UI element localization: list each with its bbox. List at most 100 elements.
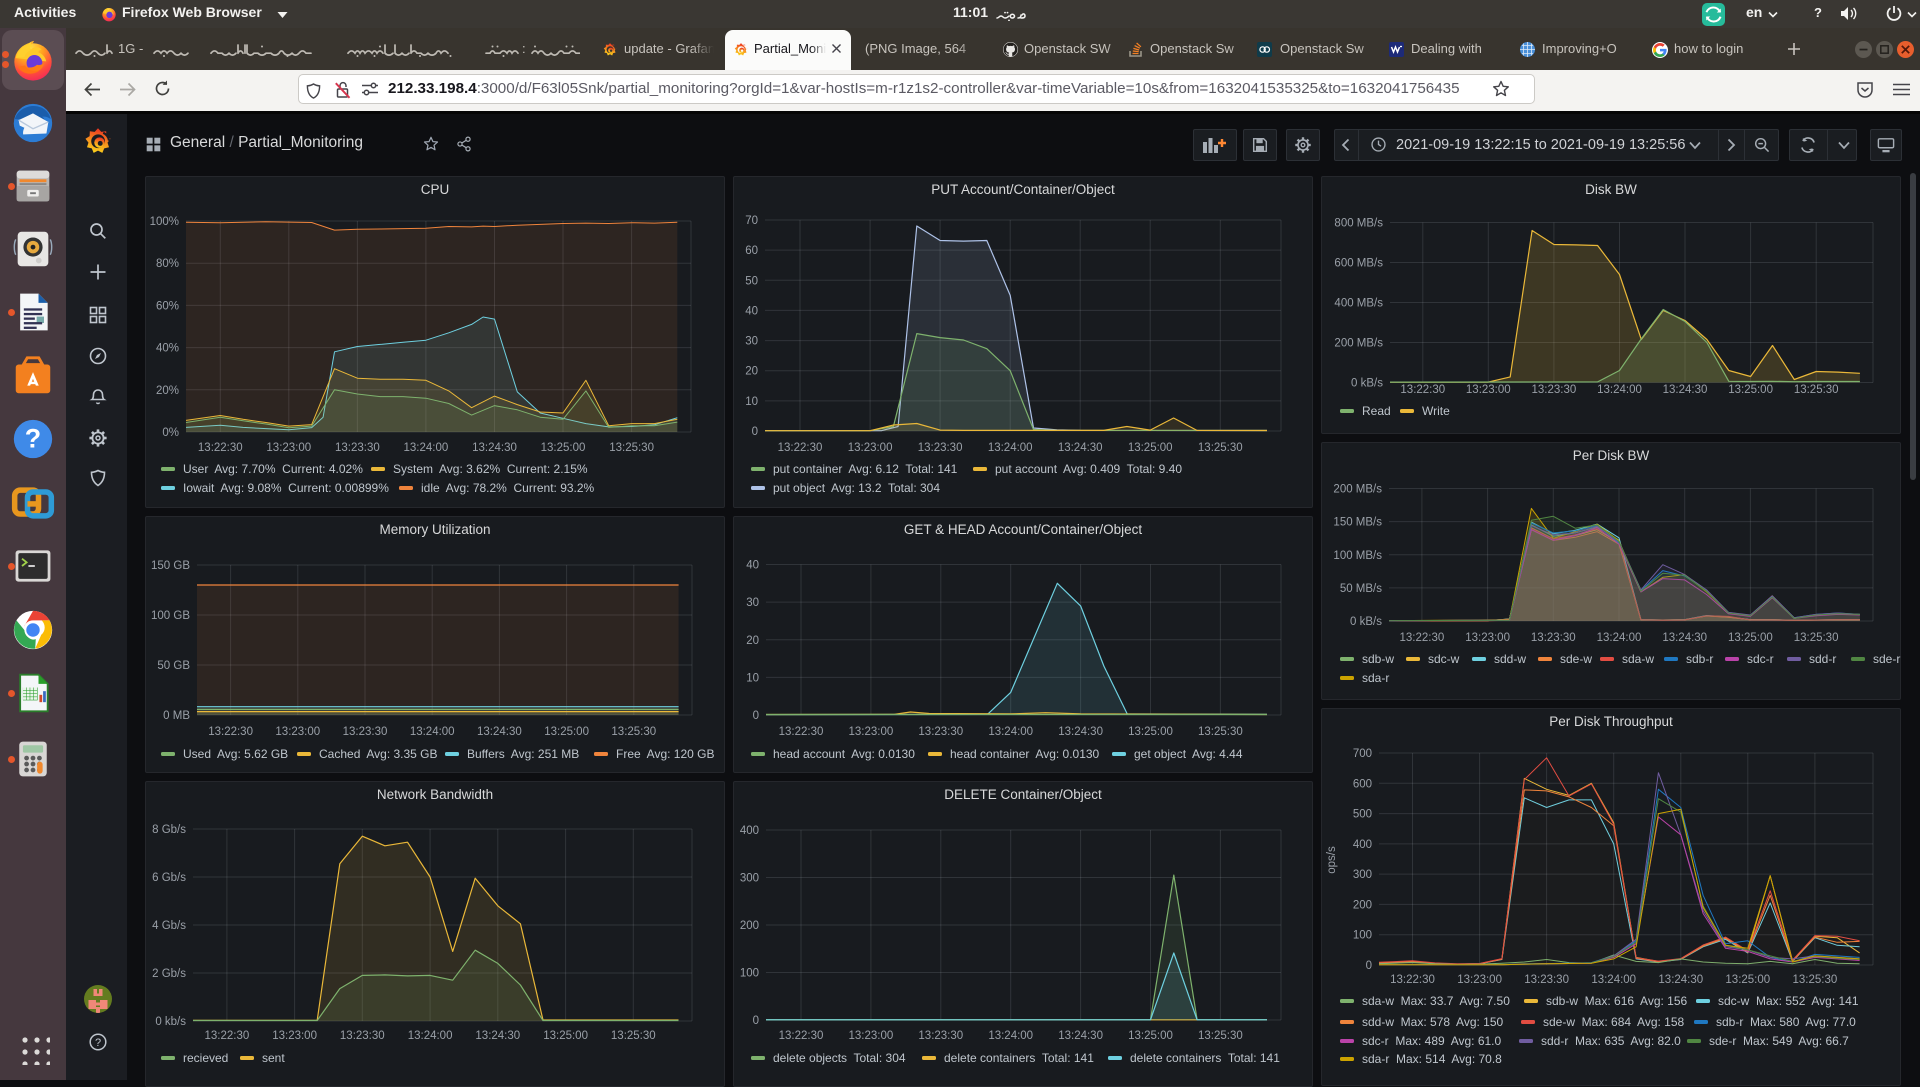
svg-text:400 MB/s: 400 MB/s (1334, 298, 1383, 310)
svg-text:13:24:00: 13:24:00 (988, 442, 1033, 454)
svg-text:0 kb/s: 0 kb/s (155, 1016, 186, 1028)
svg-text:0 MB: 0 MB (163, 710, 190, 722)
svg-text:13:25:30: 13:25:30 (1198, 726, 1243, 738)
svg-text:13:22:30: 13:22:30 (198, 442, 243, 454)
svg-text:13:25:00: 13:25:00 (541, 442, 586, 454)
svg-text:13:22:30: 13:22:30 (779, 1030, 824, 1042)
svg-text:600 MB/s: 600 MB/s (1334, 258, 1383, 270)
svg-text:13:25:00: 13:25:00 (1725, 974, 1770, 986)
svg-text:13:23:00: 13:23:00 (275, 726, 320, 738)
svg-text:40%: 40% (156, 343, 179, 355)
svg-text:200 MB/s: 200 MB/s (1333, 484, 1382, 496)
svg-text:50 MB/s: 50 MB/s (1340, 583, 1382, 595)
svg-text:13:22:30: 13:22:30 (208, 726, 253, 738)
svg-text:100: 100 (740, 968, 759, 980)
svg-text:13:23:30: 13:23:30 (918, 1030, 963, 1042)
svg-text:13:23:00: 13:23:00 (1457, 974, 1502, 986)
svg-text:50 GB: 50 GB (157, 660, 190, 672)
svg-text:200 MB/s: 200 MB/s (1334, 338, 1383, 350)
svg-text:13:25:00: 13:25:00 (1128, 726, 1173, 738)
svg-text:13:25:00: 13:25:00 (1728, 384, 1773, 396)
svg-text:30: 30 (746, 597, 759, 609)
svg-text:13:23:30: 13:23:30 (1524, 974, 1569, 986)
svg-text:0%: 0% (162, 427, 179, 439)
svg-text:6 Gb/s: 6 Gb/s (152, 872, 186, 884)
svg-text:13:22:30: 13:22:30 (778, 442, 823, 454)
svg-text:8 Gb/s: 8 Gb/s (152, 824, 186, 836)
svg-text:13:25:30: 13:25:30 (1198, 442, 1243, 454)
svg-text:80%: 80% (156, 258, 179, 270)
svg-text:50: 50 (745, 275, 758, 287)
svg-text:13:23:00: 13:23:00 (1465, 632, 1510, 644)
svg-text:13:22:30: 13:22:30 (1400, 384, 1445, 396)
svg-text:13:23:30: 13:23:30 (343, 726, 388, 738)
svg-text:13:25:00: 13:25:00 (544, 726, 589, 738)
svg-text:13:25:30: 13:25:30 (611, 726, 656, 738)
svg-text:13:24:00: 13:24:00 (408, 1030, 453, 1042)
svg-text:ops/s: ops/s (1326, 846, 1338, 874)
svg-text:13:23:00: 13:23:00 (848, 442, 893, 454)
svg-text:13:24:30: 13:24:30 (1662, 632, 1707, 644)
svg-text:40: 40 (746, 560, 759, 572)
svg-text:100: 100 (1353, 930, 1372, 942)
svg-text:60%: 60% (156, 300, 179, 312)
svg-text:13:23:30: 13:23:30 (918, 442, 963, 454)
svg-text:13:24:30: 13:24:30 (1058, 1030, 1103, 1042)
svg-text:400: 400 (740, 825, 759, 837)
svg-text:13:24:00: 13:24:00 (1597, 632, 1642, 644)
svg-text:13:22:30: 13:22:30 (779, 726, 824, 738)
svg-text:13:24:30: 13:24:30 (1058, 726, 1103, 738)
svg-text:13:25:30: 13:25:30 (611, 1030, 656, 1042)
svg-text:13:25:00: 13:25:00 (1728, 632, 1773, 644)
svg-text:13:23:00: 13:23:00 (266, 442, 311, 454)
svg-text:150 MB/s: 150 MB/s (1333, 517, 1382, 529)
svg-text:70: 70 (745, 215, 758, 227)
svg-text:150 GB: 150 GB (151, 560, 190, 572)
svg-text:13:23:00: 13:23:00 (1466, 384, 1511, 396)
svg-text:13:24:00: 13:24:00 (988, 726, 1033, 738)
svg-text:13:24:00: 13:24:00 (1591, 974, 1636, 986)
svg-text:700: 700 (1353, 748, 1372, 760)
svg-text:13:24:30: 13:24:30 (1658, 974, 1703, 986)
svg-text:13:24:00: 13:24:00 (410, 726, 455, 738)
svg-text:2 Gb/s: 2 Gb/s (152, 968, 186, 980)
svg-text:13:23:00: 13:23:00 (849, 1030, 894, 1042)
svg-text:40: 40 (745, 305, 758, 317)
svg-text:600: 600 (1353, 778, 1372, 790)
svg-text:500: 500 (1353, 809, 1372, 821)
svg-text:200: 200 (740, 920, 759, 932)
svg-text:10: 10 (745, 396, 758, 408)
svg-text:13:25:00: 13:25:00 (543, 1030, 588, 1042)
svg-text:13:25:30: 13:25:30 (1794, 632, 1839, 644)
svg-text:400: 400 (1353, 839, 1372, 851)
svg-text:60: 60 (745, 245, 758, 257)
svg-text:200: 200 (1353, 899, 1372, 911)
svg-text:13:23:00: 13:23:00 (849, 726, 894, 738)
svg-text:13:23:30: 13:23:30 (1532, 384, 1577, 396)
svg-text:0 kB/s: 0 kB/s (1351, 378, 1383, 390)
svg-text:13:24:30: 13:24:30 (472, 442, 517, 454)
svg-text:13:24:30: 13:24:30 (1663, 384, 1708, 396)
svg-text:20%: 20% (156, 385, 179, 397)
svg-text:10: 10 (746, 672, 759, 684)
svg-text:13:22:30: 13:22:30 (205, 1030, 250, 1042)
svg-text:100 MB/s: 100 MB/s (1333, 550, 1382, 562)
svg-text:13:25:30: 13:25:30 (1198, 1030, 1243, 1042)
svg-text:0: 0 (1366, 960, 1372, 972)
svg-text:100 GB: 100 GB (151, 610, 190, 622)
svg-text:13:25:00: 13:25:00 (1128, 1030, 1173, 1042)
svg-text:0: 0 (753, 710, 759, 722)
svg-text:13:23:30: 13:23:30 (918, 726, 963, 738)
svg-text:?: ? (25, 424, 41, 454)
svg-text:13:24:00: 13:24:00 (404, 442, 449, 454)
svg-text:?: ? (95, 1037, 101, 1049)
svg-text:20: 20 (745, 366, 758, 378)
svg-text:13:22:30: 13:22:30 (1390, 974, 1435, 986)
svg-text:300: 300 (740, 873, 759, 885)
svg-text:13:24:00: 13:24:00 (1597, 384, 1642, 396)
svg-text:13:23:30: 13:23:30 (335, 442, 380, 454)
svg-text:13:25:00: 13:25:00 (1128, 442, 1173, 454)
svg-text:13:25:30: 13:25:30 (1793, 974, 1838, 986)
svg-text:13:23:30: 13:23:30 (1531, 632, 1576, 644)
svg-text:0: 0 (752, 426, 758, 438)
